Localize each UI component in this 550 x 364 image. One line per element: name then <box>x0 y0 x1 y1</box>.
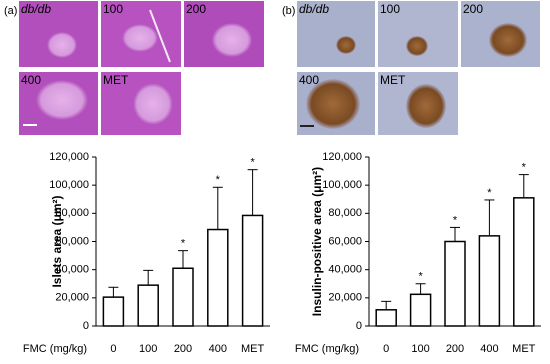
y-tick-label: 120,000 <box>49 151 89 163</box>
y-tick-label: 120,000 <box>322 151 362 163</box>
y-tick-label: 20,000 <box>55 292 89 304</box>
y-tick-label: 60,000 <box>55 235 89 247</box>
significance: * <box>181 238 186 250</box>
image-label: 200 <box>186 2 206 16</box>
y-tick-label: 0 <box>356 320 362 332</box>
image-label: MET <box>103 73 129 87</box>
x-tick-label: 100 <box>411 343 429 355</box>
bar <box>444 240 466 327</box>
image-label: MET <box>380 73 406 87</box>
y-tick-label: 100,000 <box>322 179 362 191</box>
significance: * <box>418 271 423 283</box>
bar <box>172 267 194 327</box>
bar <box>478 235 501 327</box>
x-axis-label: FMC (mg/kg) <box>23 343 87 355</box>
image <box>297 1 375 67</box>
image-label: 100 <box>380 2 400 16</box>
x-tick-label: MET <box>241 343 265 355</box>
he-images <box>19 1 264 135</box>
significance: * <box>487 187 492 199</box>
image-label: 100 <box>103 2 123 16</box>
x-tick-label: 100 <box>139 343 157 355</box>
bar <box>102 296 125 327</box>
y-axis-label: Islets area (μm²) <box>50 195 64 287</box>
y-axis-label: Insulin-positive area (μm²) <box>310 167 324 316</box>
bar <box>409 293 432 327</box>
y-tick-label: 20,000 <box>328 292 362 304</box>
y-tick-label: 60,000 <box>328 235 362 247</box>
significance: * <box>216 174 221 186</box>
image-label: db/db <box>21 2 51 16</box>
bar <box>513 197 535 327</box>
islet <box>133 83 173 125</box>
bar <box>137 284 159 327</box>
islet <box>336 36 356 54</box>
x-tick-label: 400 <box>480 343 498 355</box>
x-axis-label: FMC (mg/kg) <box>295 343 359 355</box>
y-tick-label: 80,000 <box>55 207 89 219</box>
y-tick-label: 40,000 <box>55 264 89 276</box>
y-tick-label: 100,000 <box>49 179 89 191</box>
x-tick-label: 400 <box>209 343 227 355</box>
islet <box>406 84 446 128</box>
scale-bar <box>23 124 37 126</box>
x-tick-label: 200 <box>174 343 192 355</box>
scale-bar <box>300 125 314 127</box>
x-tick-label: 0 <box>110 343 116 355</box>
y-tick-label: 0 <box>83 320 89 332</box>
bar <box>241 214 264 327</box>
y-tick-label: 80,000 <box>328 207 362 219</box>
vessel <box>149 9 171 63</box>
image-label: 400 <box>21 73 41 87</box>
x-tick-label: MET <box>512 343 536 355</box>
islet <box>406 36 428 56</box>
image-label: 200 <box>463 2 483 16</box>
panel-label: (b) <box>282 5 295 17</box>
panel-label: (a) <box>4 5 17 17</box>
bar <box>207 228 229 327</box>
significance: * <box>250 157 255 169</box>
islet <box>306 79 360 129</box>
bar <box>375 309 397 327</box>
significance: * <box>522 162 527 174</box>
ihc-images <box>297 1 540 135</box>
image-label: 400 <box>299 73 319 87</box>
islet <box>122 24 158 52</box>
islet <box>36 80 88 120</box>
significance: * <box>453 214 458 226</box>
image <box>378 1 458 67</box>
y-tick-label: 40,000 <box>328 264 362 276</box>
islet <box>489 23 527 57</box>
islet <box>47 32 77 58</box>
x-tick-label: 200 <box>446 343 464 355</box>
image-label: db/db <box>299 2 329 16</box>
x-tick-label: 0 <box>383 343 389 355</box>
islet <box>212 23 252 57</box>
